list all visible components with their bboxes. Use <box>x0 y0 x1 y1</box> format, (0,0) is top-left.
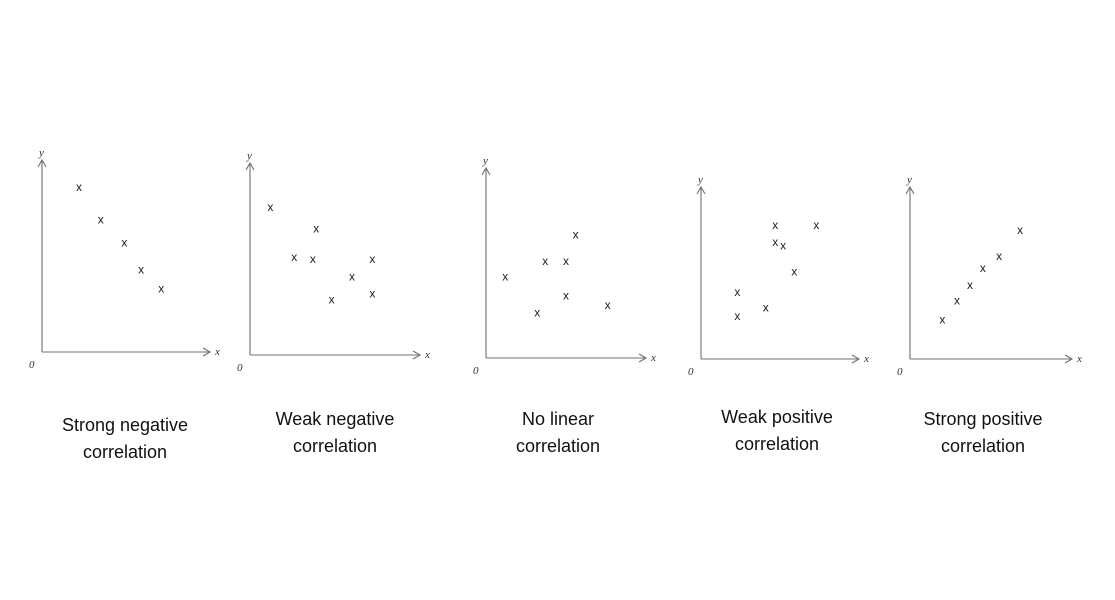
y-axis-arrow <box>481 166 491 176</box>
caption-line-2: correlation <box>292 436 378 456</box>
y-axis-label: y <box>906 174 912 186</box>
y-axis-label: y <box>246 150 252 162</box>
data-point-x-marker: x <box>763 300 769 314</box>
chart-caption: Strong negative correlation <box>25 412 225 466</box>
data-point-x-marker: x <box>76 180 82 194</box>
data-point-x-marker: x <box>98 213 104 227</box>
origin-label: 0 <box>237 362 243 374</box>
x-axis-label: x <box>650 352 656 364</box>
chart-caption: No linear correlation <box>458 406 658 460</box>
caption-line-2: correlation <box>734 434 820 454</box>
data-point-x-marker: x <box>791 264 797 278</box>
data-point-x-marker: x <box>369 252 375 266</box>
data-point-x-marker: x <box>954 294 960 308</box>
caption-line-1: No linear <box>521 409 595 429</box>
data-point-x-marker: x <box>369 287 375 301</box>
data-point-x-marker: x <box>542 254 548 268</box>
x-axis-arrow <box>638 353 648 363</box>
caption-line-1: Weak negative <box>275 409 395 429</box>
data-point-x-marker: x <box>563 254 569 268</box>
data-point-x-marker: x <box>158 282 164 296</box>
y-axis-arrow <box>37 158 47 168</box>
caption-line-2: correlation <box>82 442 168 462</box>
chart-caption: Weak positive correlation <box>677 404 877 458</box>
x-axis-label: x <box>1076 353 1082 365</box>
x-axis-arrow <box>412 350 422 360</box>
data-point-x-marker: x <box>1017 223 1023 237</box>
x-axis-label: x <box>214 346 220 358</box>
data-point-x-marker: x <box>605 298 611 312</box>
origin-label: 0 <box>29 359 35 371</box>
y-axis-label: y <box>697 174 703 186</box>
origin-label: 0 <box>688 366 694 378</box>
data-point-x-marker: x <box>267 200 273 214</box>
data-point-x-marker: x <box>563 288 569 302</box>
x-axis-label: x <box>863 353 869 365</box>
data-point-x-marker: x <box>573 228 579 242</box>
caption-line-2: correlation <box>515 436 601 456</box>
data-point-x-marker: x <box>138 262 144 276</box>
x-axis-arrow <box>202 347 212 357</box>
data-point-x-marker: x <box>502 269 508 283</box>
data-point-x-marker: x <box>310 252 316 266</box>
data-point-x-marker: x <box>996 249 1002 263</box>
data-point-x-marker: x <box>734 309 740 323</box>
x-axis-arrow <box>1064 354 1074 364</box>
data-point-x-marker: x <box>772 218 778 232</box>
data-point-x-marker: x <box>349 269 355 283</box>
data-point-x-marker: x <box>734 285 740 299</box>
caption-line-2: correlation <box>940 436 1026 456</box>
data-point-x-marker: x <box>313 221 319 235</box>
y-axis-label: y <box>38 147 44 159</box>
y-axis-arrow <box>905 185 915 195</box>
y-axis-arrow <box>696 185 706 195</box>
data-point-x-marker: x <box>813 218 819 232</box>
data-point-x-marker: x <box>329 292 335 306</box>
y-axis-label: y <box>482 155 488 167</box>
caption-line-1: Strong positive <box>923 409 1043 429</box>
data-point-x-marker: x <box>980 261 986 275</box>
data-point-x-marker: x <box>121 236 127 250</box>
chart-caption: Weak negative correlation <box>235 406 435 460</box>
caption-line-1: Weak positive <box>721 407 833 427</box>
data-point-x-marker: x <box>780 238 786 252</box>
data-point-x-marker: x <box>772 235 778 249</box>
x-axis-arrow <box>851 354 861 364</box>
chart-caption: Strong positive correlation <box>883 406 1083 460</box>
caption-line-1: Strong negative <box>61 415 189 435</box>
data-point-x-marker: x <box>534 305 540 319</box>
y-axis-arrow <box>245 161 255 171</box>
x-axis-label: x <box>424 349 430 361</box>
data-point-x-marker: x <box>291 250 297 264</box>
data-point-x-marker: x <box>939 312 945 326</box>
origin-label: 0 <box>897 366 903 378</box>
origin-label: 0 <box>473 365 479 377</box>
data-point-x-marker: x <box>967 278 973 292</box>
